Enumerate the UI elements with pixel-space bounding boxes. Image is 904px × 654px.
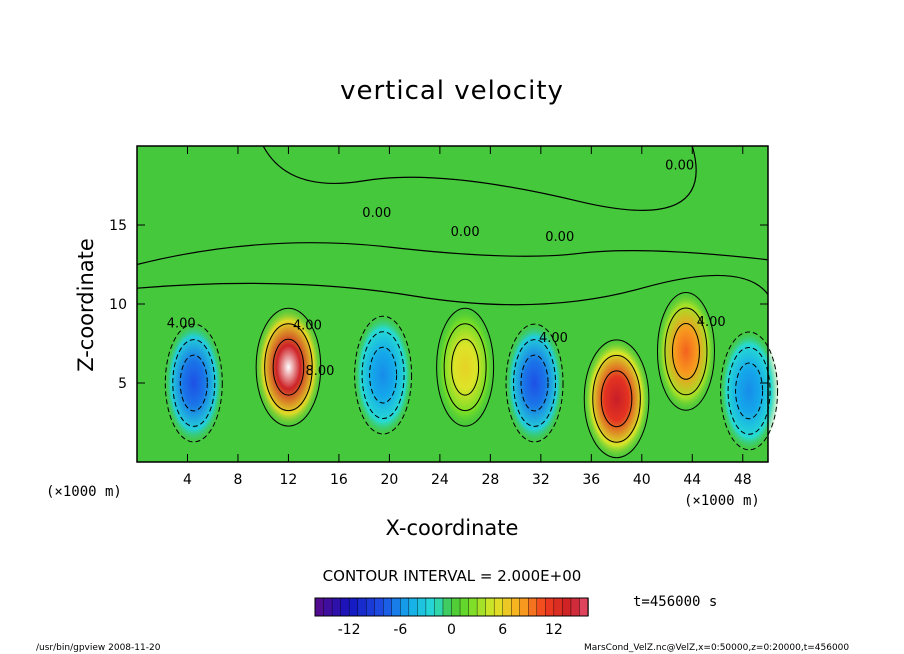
contour-line	[436, 307, 495, 427]
x-axis-label: X-coordinate	[385, 516, 519, 540]
contour-line	[735, 362, 764, 420]
colorbar-tick-label: 6	[498, 622, 507, 638]
colorbar-cell	[331, 597, 342, 617]
contour-label: 4.00	[293, 318, 322, 333]
colorbar-tick-label: -6	[393, 622, 407, 638]
colorbar-cell	[374, 597, 384, 617]
contour-line	[520, 354, 549, 412]
contour-line	[164, 323, 223, 443]
contour-line	[600, 370, 633, 428]
footer-left: /usr/bin/gpview 2008-11-20	[36, 643, 161, 653]
x-tick-label: 32	[532, 472, 550, 488]
contour-line	[664, 307, 708, 396]
x-tick-label: 24	[431, 472, 449, 488]
x-tick-label: 40	[633, 472, 651, 488]
colorbar-cell	[519, 597, 529, 617]
colorbar-cell	[562, 597, 572, 617]
y-tick-label: 5	[118, 376, 127, 392]
contour-label: 0.00	[362, 206, 391, 221]
colorbar-cell	[570, 597, 581, 617]
colorbar-cell	[434, 597, 444, 617]
contour-interval-text: CONTOUR INTERVAL = 2.000E+00	[322, 567, 582, 585]
colorbar-cell	[511, 597, 521, 617]
colorbar-cell	[545, 597, 555, 617]
contour-line	[361, 331, 405, 420]
contour-label: 0.00	[451, 225, 480, 240]
colorbar-cell	[493, 597, 504, 617]
contour-line	[172, 339, 216, 427]
contour-line	[179, 354, 208, 412]
x-tick-label: 28	[481, 472, 499, 488]
contour-line	[583, 339, 650, 459]
contour-label: 0.00	[665, 159, 694, 174]
contour-line	[671, 323, 700, 380]
time-stamp: t=456000 s	[633, 594, 718, 610]
colorbar-cell	[357, 597, 367, 617]
x-unit-label: (×1000 m)	[684, 493, 760, 509]
colorbar-cell	[408, 597, 419, 617]
colorbar-cell	[553, 597, 564, 617]
x-tick-label: 12	[280, 472, 298, 488]
colorbar-cell	[528, 597, 538, 617]
contour-line	[592, 354, 641, 443]
contour-line	[262, 145, 697, 211]
x-tick-label: 36	[582, 472, 600, 488]
chart-title: vertical velocity	[340, 76, 564, 106]
x-tick-label: 16	[330, 472, 348, 488]
colorbar-cell	[579, 597, 589, 617]
contour-label: 4.00	[697, 315, 726, 330]
contour-line	[443, 323, 487, 412]
colorbar-cell	[485, 597, 495, 617]
contour-label: 0.00	[545, 230, 574, 245]
colorbar-cell	[468, 597, 478, 617]
colorbar-cell	[536, 597, 547, 617]
contour-line	[136, 242, 769, 266]
x-tick-label: 20	[380, 472, 398, 488]
x-tick-label: 44	[683, 472, 701, 488]
contour-line	[354, 315, 413, 435]
x-tick-label: 8	[233, 472, 242, 488]
colorbar-cell	[314, 597, 325, 617]
colorbar-cell	[323, 597, 333, 617]
y-tick-label: 10	[109, 297, 127, 313]
contour-line	[451, 338, 480, 396]
colorbar-cell	[348, 597, 359, 617]
colorbar-cell	[340, 597, 350, 617]
colorbar-cell	[476, 597, 487, 617]
contour-line	[264, 323, 313, 412]
colorbar-cell	[391, 597, 402, 617]
footer-right: MarsCond_VelZ.nc@VelZ,x=0:50000,z=0:2000…	[584, 643, 850, 653]
colorbar-cell	[400, 597, 410, 617]
contour-label: 8.00	[306, 364, 335, 379]
x-tick-label: 48	[734, 472, 752, 488]
y-tick-label: 15	[109, 218, 127, 234]
contour-line	[505, 323, 564, 443]
colorbar-cell	[459, 597, 470, 617]
colorbar-cell	[502, 597, 512, 617]
colorbar-cell	[365, 597, 376, 617]
contour-line	[720, 331, 779, 451]
contour-line	[656, 292, 715, 411]
colorbar-cell	[425, 597, 436, 617]
contour-label: 4.00	[539, 331, 568, 346]
colorbar-cell	[442, 597, 453, 617]
contour-line	[255, 307, 322, 427]
contour-line	[513, 339, 557, 427]
contour-line	[136, 274, 769, 306]
colorbar-cell	[383, 597, 393, 617]
contour-label: 4.00	[167, 317, 196, 332]
contour-line	[272, 338, 305, 396]
colorbar-cell	[451, 597, 461, 617]
colorbar-frame	[314, 597, 589, 617]
colorbar-tick-label: 12	[545, 622, 563, 638]
x-tick-label: 4	[183, 472, 192, 488]
colorbar-cell	[417, 597, 427, 617]
contour-line	[727, 347, 771, 435]
colorbar-tick-label: -12	[338, 622, 361, 638]
z-unit-label: (×1000 m)	[46, 484, 122, 500]
contour-line	[369, 346, 398, 404]
colorbar-tick-label: 0	[447, 622, 456, 638]
